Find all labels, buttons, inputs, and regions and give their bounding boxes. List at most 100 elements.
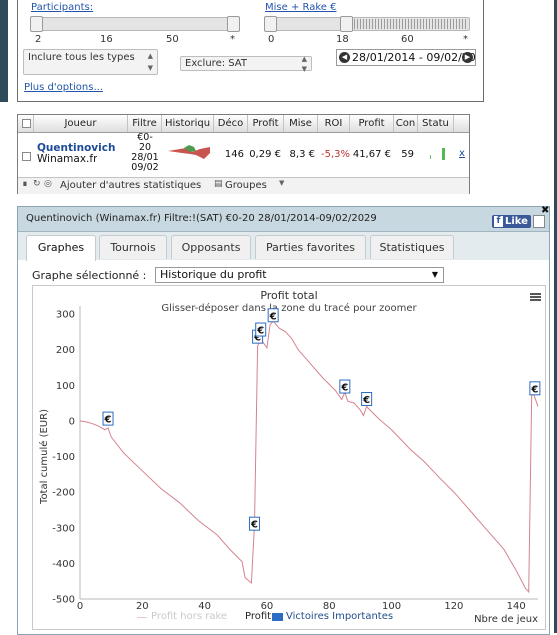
col-profit-total[interactable]: Profit — [350, 115, 394, 132]
legend-swatch-victoires — [272, 613, 283, 621]
col-joueur[interactable]: Joueur — [34, 115, 128, 132]
col-roi[interactable]: ROI — [318, 115, 350, 132]
participants-label[interactable]: Participants: — [31, 2, 94, 13]
chart-menu-icon[interactable] — [530, 293, 541, 301]
x-axis-title: Nbre de jeux — [474, 614, 538, 625]
big-win-marker[interactable]: € — [102, 411, 114, 426]
marker-box — [255, 322, 267, 337]
tab-opposants[interactable]: Opposants — [171, 235, 251, 259]
row-checkbox[interactable] — [22, 152, 31, 161]
chevron-down-icon: ▼ — [431, 270, 438, 279]
chevron-down-icon[interactable]: ▼ — [279, 179, 285, 187]
con-value: 59 — [401, 149, 414, 160]
marker-label: € — [530, 384, 538, 395]
legend-victoires-importantes[interactable]: Victoires Importantes — [286, 611, 394, 622]
buyin-slider[interactable] — [264, 16, 470, 32]
profit-series-line — [79, 320, 539, 594]
chart-legend: Profit hors rake Profit Victoires Import… — [33, 611, 545, 628]
graph-window: Quentinovich (Winamax.fr) Filtre:!(SAT) … — [17, 205, 550, 635]
marker-box — [361, 392, 373, 406]
tick-label: 0 — [268, 34, 275, 45]
tab-parties-favorites[interactable]: Parties favorites — [255, 235, 366, 259]
tab-graphes[interactable]: Graphes — [26, 235, 96, 261]
graph-select[interactable]: Historique du profit ▼ — [155, 267, 444, 283]
x-tick-label: 140 — [507, 601, 526, 612]
buyin-min-handle[interactable] — [264, 16, 277, 32]
add-icon[interactable]: ◎ — [44, 179, 52, 189]
more-options-link[interactable]: Plus d'options... — [24, 82, 103, 93]
marker-label: € — [104, 415, 112, 426]
player-site: Winamax.fr — [37, 153, 98, 165]
y-tick-label: -200 — [52, 488, 75, 499]
legend-swatch-profit-hors-rake — [137, 617, 147, 618]
legend-profit-hors-rake[interactable]: Profit hors rake — [151, 611, 228, 622]
col-historique[interactable]: Historiqu — [162, 115, 214, 132]
status-bar — [442, 148, 445, 160]
col-deco[interactable]: Déco — [214, 115, 248, 132]
legend-profit[interactable]: Profit — [245, 611, 272, 622]
participants-min-handle[interactable] — [30, 16, 43, 32]
y-tick-label: 300 — [56, 310, 75, 321]
x-tick-label: 40 — [198, 601, 211, 612]
refresh-icon[interactable]: ↻ — [33, 179, 41, 189]
groups-button[interactable]: Groupes — [225, 180, 267, 191]
profit-chart[interactable]: Profit total Glisser-déposer dans la zon… — [32, 285, 546, 630]
date-range-value: 28/01/2014 - 09/02/2029 — [352, 51, 476, 64]
status-bar-small — [430, 155, 431, 159]
date-prev-icon[interactable]: ◀ — [339, 52, 350, 63]
roi-value: -5,3% — [321, 149, 350, 160]
include-types-select[interactable]: Inclure tous les types ▲ ▼ — [23, 49, 158, 75]
col-con[interactable]: Con — [394, 115, 418, 132]
marker-box — [339, 379, 351, 394]
big-win-marker[interactable]: € — [361, 392, 373, 407]
y-tick-label: -400 — [52, 559, 75, 570]
groups-icon: ▤ — [214, 179, 223, 189]
tick-label: 2 — [35, 34, 42, 45]
big-win-marker[interactable]: € — [255, 322, 267, 337]
col-filtre[interactable]: Filtre — [128, 115, 162, 132]
checkbox[interactable] — [22, 119, 31, 128]
like-label: Like — [505, 216, 528, 227]
marker-box — [267, 308, 279, 323]
y-tick-label: -500 — [52, 595, 75, 606]
col-mise[interactable]: Mise — [284, 115, 318, 132]
trash-icon[interactable]: ∎ — [22, 179, 28, 189]
marker-box — [248, 516, 260, 531]
col-profit[interactable]: Profit — [248, 115, 284, 132]
header-select-all[interactable] — [18, 115, 34, 132]
filter-line: 09/02 — [131, 162, 159, 173]
filter-line: 28/01 — [131, 152, 159, 163]
buyin-label[interactable]: Mise + Rake € — [265, 2, 337, 13]
history-sparkline — [168, 145, 210, 159]
big-win-marker[interactable]: € — [529, 381, 541, 396]
add-stats-button[interactable]: Ajouter d'autres statistiques — [60, 180, 202, 191]
big-win-marker[interactable]: € — [248, 516, 260, 531]
participants-slider[interactable] — [30, 16, 240, 32]
tab-statistiques[interactable]: Statistiques — [370, 235, 454, 259]
remove-player-link[interactable]: x — [459, 148, 465, 159]
filter-line: €0- — [137, 133, 153, 143]
big-win-marker[interactable]: € — [339, 379, 351, 394]
tick-label: 16 — [100, 34, 113, 45]
player-name[interactable]: Quentinovich — [37, 142, 116, 154]
left-edge-strip — [0, 0, 8, 102]
marker-box — [102, 411, 114, 426]
x-tick-label: 80 — [323, 601, 336, 612]
facebook-like-button[interactable]: f Like — [492, 215, 531, 228]
graph-window-title: Quentinovich (Winamax.fr) Filtre:!(SAT) … — [26, 213, 377, 224]
date-range-picker[interactable]: ◀ 28/01/2014 - 09/02/2029 ▶ — [336, 49, 476, 66]
tick-label: * — [230, 34, 235, 45]
participants-max-handle[interactable] — [227, 16, 240, 32]
close-icon[interactable]: ✖ — [541, 205, 550, 216]
big-win-marker[interactable]: € — [267, 308, 279, 323]
tab-tournois[interactable]: Tournois — [99, 235, 167, 259]
buyin-max-handle[interactable] — [340, 16, 353, 32]
exclude-select[interactable]: Exclure: SAT ▲ ▼ — [180, 55, 312, 73]
tab-bar: Graphes Tournois Opposants Parties favor… — [18, 232, 549, 261]
players-table: Joueur Filtre Historiqu Déco Profit Mise… — [17, 114, 470, 194]
facebook-icon: f — [494, 216, 503, 227]
profit-value: 0,29 € — [249, 149, 281, 160]
col-statut[interactable]: Statu — [418, 115, 454, 132]
date-next-icon[interactable]: ▶ — [462, 52, 473, 63]
